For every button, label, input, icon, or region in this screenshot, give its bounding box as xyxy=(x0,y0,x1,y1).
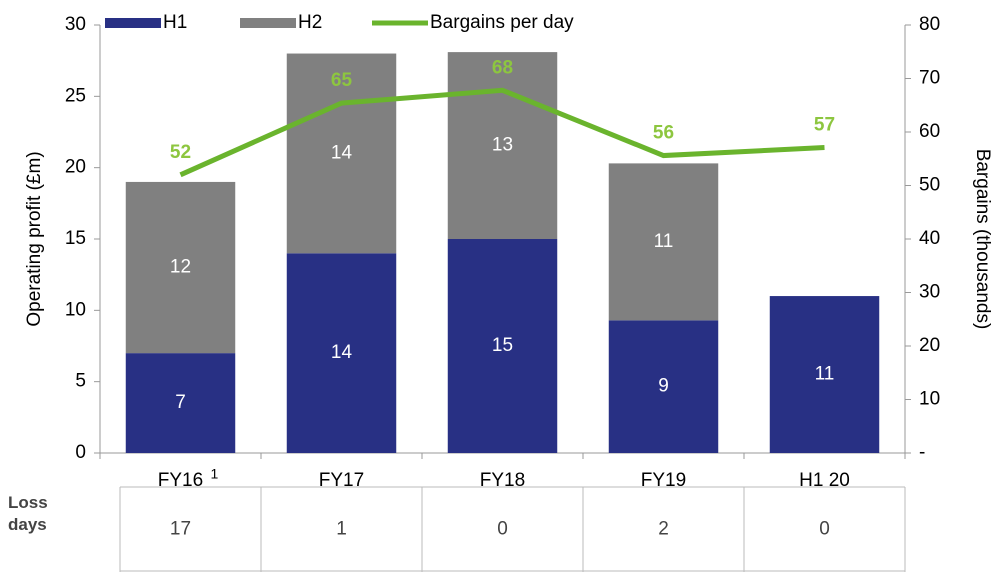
bar-label: 14 xyxy=(331,142,353,163)
line-label: 65 xyxy=(331,70,353,91)
y2-tick-label: 50 xyxy=(919,175,940,196)
line xyxy=(179,87,825,178)
bar xyxy=(286,53,397,254)
bar xyxy=(447,52,558,240)
bar xyxy=(608,163,719,321)
y-tick-label: 0 xyxy=(75,442,86,463)
bar xyxy=(125,353,236,453)
bar xyxy=(447,239,558,453)
bar-label: 7 xyxy=(175,392,186,413)
legend-swatch xyxy=(240,18,296,28)
bar-label: 14 xyxy=(331,342,353,363)
y-tick-label: 15 xyxy=(65,228,86,249)
y2-tick-label: 20 xyxy=(919,335,940,356)
y-axis-title: Operating profit (£m) xyxy=(24,151,45,326)
y2-tick-label: - xyxy=(919,442,925,463)
y-tick-label: 30 xyxy=(65,14,86,35)
bar-label: 12 xyxy=(170,257,191,278)
y-tick-label: 5 xyxy=(75,371,86,392)
table-cell: 1 xyxy=(336,519,347,540)
table-cell: 0 xyxy=(497,519,508,540)
table-label: Loss days xyxy=(8,493,48,534)
x-tick-label: FY17 xyxy=(319,470,364,491)
x-tick-label: FY18 xyxy=(480,470,525,491)
x-tick-label: FY16 xyxy=(158,470,203,491)
bar-label: 11 xyxy=(654,231,674,252)
bar xyxy=(286,253,397,453)
y2-tick-label: 30 xyxy=(919,282,940,303)
x-tick-label: FY19 xyxy=(641,470,686,491)
bar xyxy=(608,320,719,453)
table-cell: 17 xyxy=(170,519,191,540)
legend-label: H1 xyxy=(163,12,187,33)
legend-label: Bargains per day xyxy=(430,12,574,33)
legend-label: H2 xyxy=(298,12,322,33)
line-label: 57 xyxy=(814,115,835,136)
y2-tick-label: 60 xyxy=(919,121,940,142)
x-tick-label: H1 20 xyxy=(799,470,850,491)
y2-axis-title: Bargains (thousands) xyxy=(972,149,993,330)
bar-label: 15 xyxy=(492,335,513,356)
y2-tick-label: 40 xyxy=(919,228,940,249)
y2-tick-label: 10 xyxy=(919,389,940,410)
table-cell: 0 xyxy=(819,519,830,540)
y-tick-label: 25 xyxy=(65,85,86,106)
line-label: 56 xyxy=(653,123,674,144)
bar xyxy=(769,296,880,453)
y-tick-label: 10 xyxy=(65,299,86,320)
bar-label: 13 xyxy=(492,135,513,156)
bar-label: 9 xyxy=(658,376,669,397)
table-cell: 2 xyxy=(658,519,669,540)
bar xyxy=(125,181,236,354)
legend-swatch xyxy=(105,18,161,28)
y2-tick-label: 70 xyxy=(919,68,940,89)
y-tick-label: 20 xyxy=(65,157,86,178)
line-label: 52 xyxy=(170,142,191,163)
y2-tick-label: 80 xyxy=(919,14,940,35)
footnote-mark: 1 xyxy=(211,466,219,482)
bar-label: 11 xyxy=(815,364,835,385)
line-label: 68 xyxy=(492,57,513,78)
